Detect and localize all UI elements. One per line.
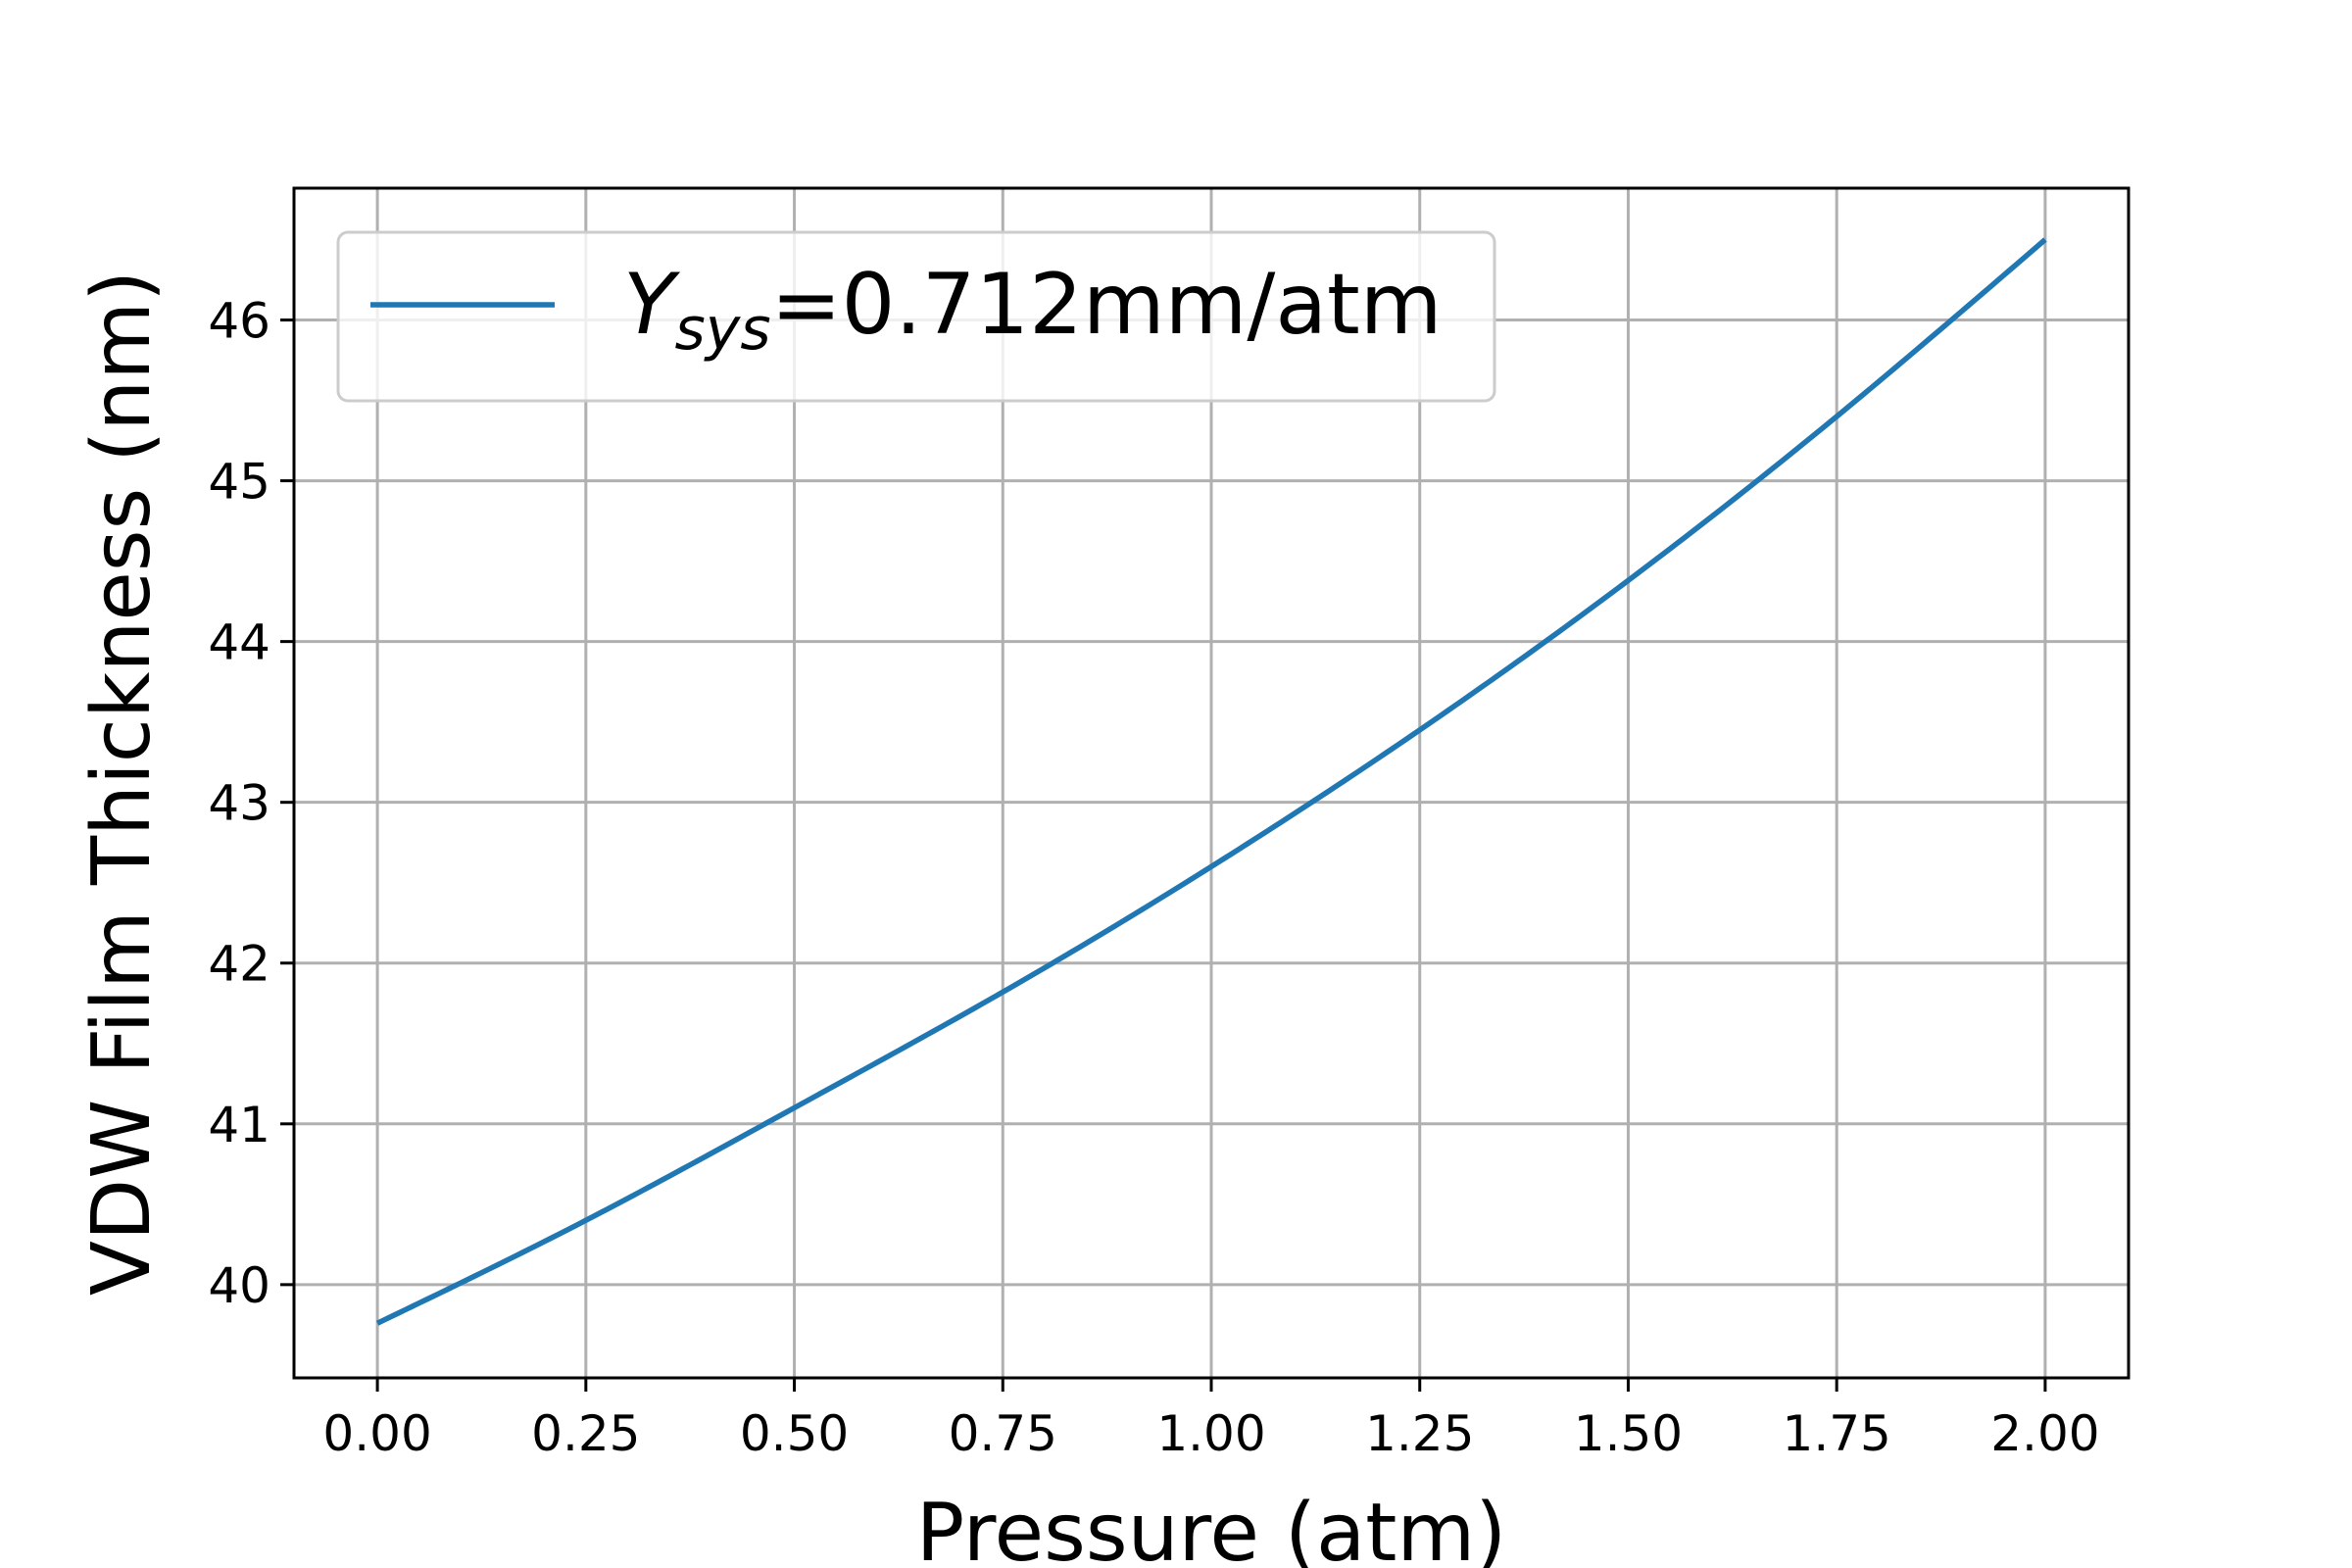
- x-tick-label: 0.00: [322, 1405, 431, 1462]
- y-axis-ticks: 40 41 42 43 44 45 46: [208, 293, 294, 1314]
- legend-label: Ysys=0.712mm/atm: [623, 256, 1443, 364]
- x-tick-label: 1.50: [1574, 1405, 1683, 1462]
- y-tick-label: 41: [208, 1097, 270, 1153]
- y-tick-label: 42: [208, 936, 270, 993]
- y-tick-label: 44: [208, 614, 270, 671]
- y-tick-label: 45: [208, 454, 270, 511]
- x-tick-label: 1.25: [1365, 1405, 1474, 1462]
- x-tick-label: 0.25: [531, 1405, 640, 1462]
- y-axis-label: VDW Film Thickness (nm): [75, 270, 169, 1296]
- legend-box: [336, 230, 1496, 403]
- x-axis-label: Pressure (atm): [916, 1487, 1506, 1568]
- y-tick-label: 43: [208, 775, 270, 832]
- legend-value: =0.712mm/atm: [771, 256, 1443, 354]
- x-axis-ticks: 0.00 0.25 0.50 0.75 1.00 1.25 1.50 1.75 2.00: [322, 1378, 2100, 1462]
- y-tick-label: 46: [208, 293, 270, 350]
- x-tick-label: 1.00: [1156, 1405, 1265, 1462]
- x-tick-label: 1.75: [1783, 1405, 1891, 1462]
- x-tick-label: 0.75: [949, 1405, 1057, 1462]
- series-line: [375, 237, 2047, 1326]
- legend: Ysys=0.712mm/atm: [336, 230, 1496, 403]
- legend-subscript: sys: [675, 295, 771, 364]
- y-tick-label: 40: [208, 1257, 270, 1314]
- x-tick-label: 0.50: [740, 1405, 849, 1462]
- x-tick-label: 2.00: [1990, 1405, 2099, 1462]
- legend-symbol: Y: [623, 256, 681, 354]
